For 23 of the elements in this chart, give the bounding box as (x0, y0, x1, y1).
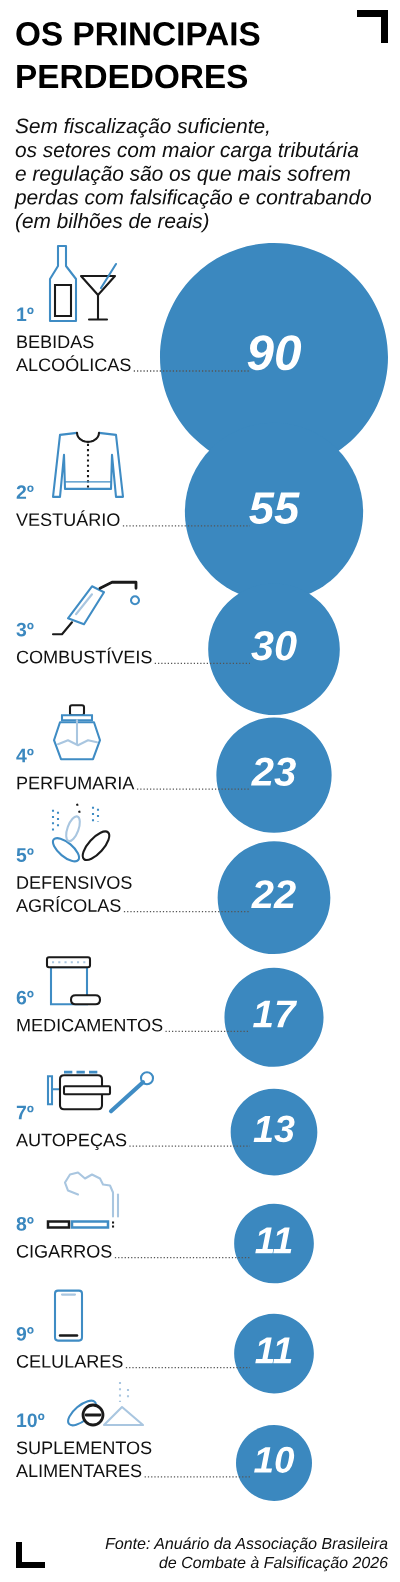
text: OS PRINCIPAIS PERDEDORES (16, 22, 260, 89)
data-label: 22 (251, 880, 296, 909)
data-label: 90 (247, 335, 302, 371)
category-label: 10º SUPLEMENTOS ALIMENTARES (16, 1413, 152, 1478)
category-label: 5º DEFENSIVOS AGRÍCOLAS (16, 848, 132, 912)
source-note: Fonte: Anuário da Associação Brasileira de Combate à Falsificação 2026 (105, 1537, 389, 1572)
data-label: 11 (255, 1227, 292, 1254)
data-label: 30 (251, 631, 297, 661)
data-label: 11 (255, 1337, 292, 1364)
category-label: 2º VESTUÁRIO (16, 485, 120, 527)
category-label: 1º BEBIDAS ALCOÓLICAS (16, 307, 131, 372)
data-label: 55 (249, 492, 300, 525)
data-label: 13 (253, 1115, 295, 1143)
category-label: 4º PERFUMARIA (16, 748, 135, 790)
category-label: 8º CIGARROS (16, 1216, 112, 1258)
category-label: 3º COMBUSTÍVEIS (16, 622, 152, 664)
category-label: 7º AUTOPEÇAS (16, 1105, 127, 1151)
category-label: 9º CELULARES (16, 1327, 123, 1368)
data-label: 17 (253, 1000, 298, 1028)
data-label: 23 (251, 757, 296, 786)
category-label: 6º MEDICAMENTOS (16, 990, 163, 1032)
text: Sem fiscalização suficiente, os setores com maior carga tributária e regulação são os que mais sofrem perdas com falsificação e contrabando (em bilhões de reais) (14, 118, 372, 233)
data-label: 10 (254, 1446, 295, 1473)
